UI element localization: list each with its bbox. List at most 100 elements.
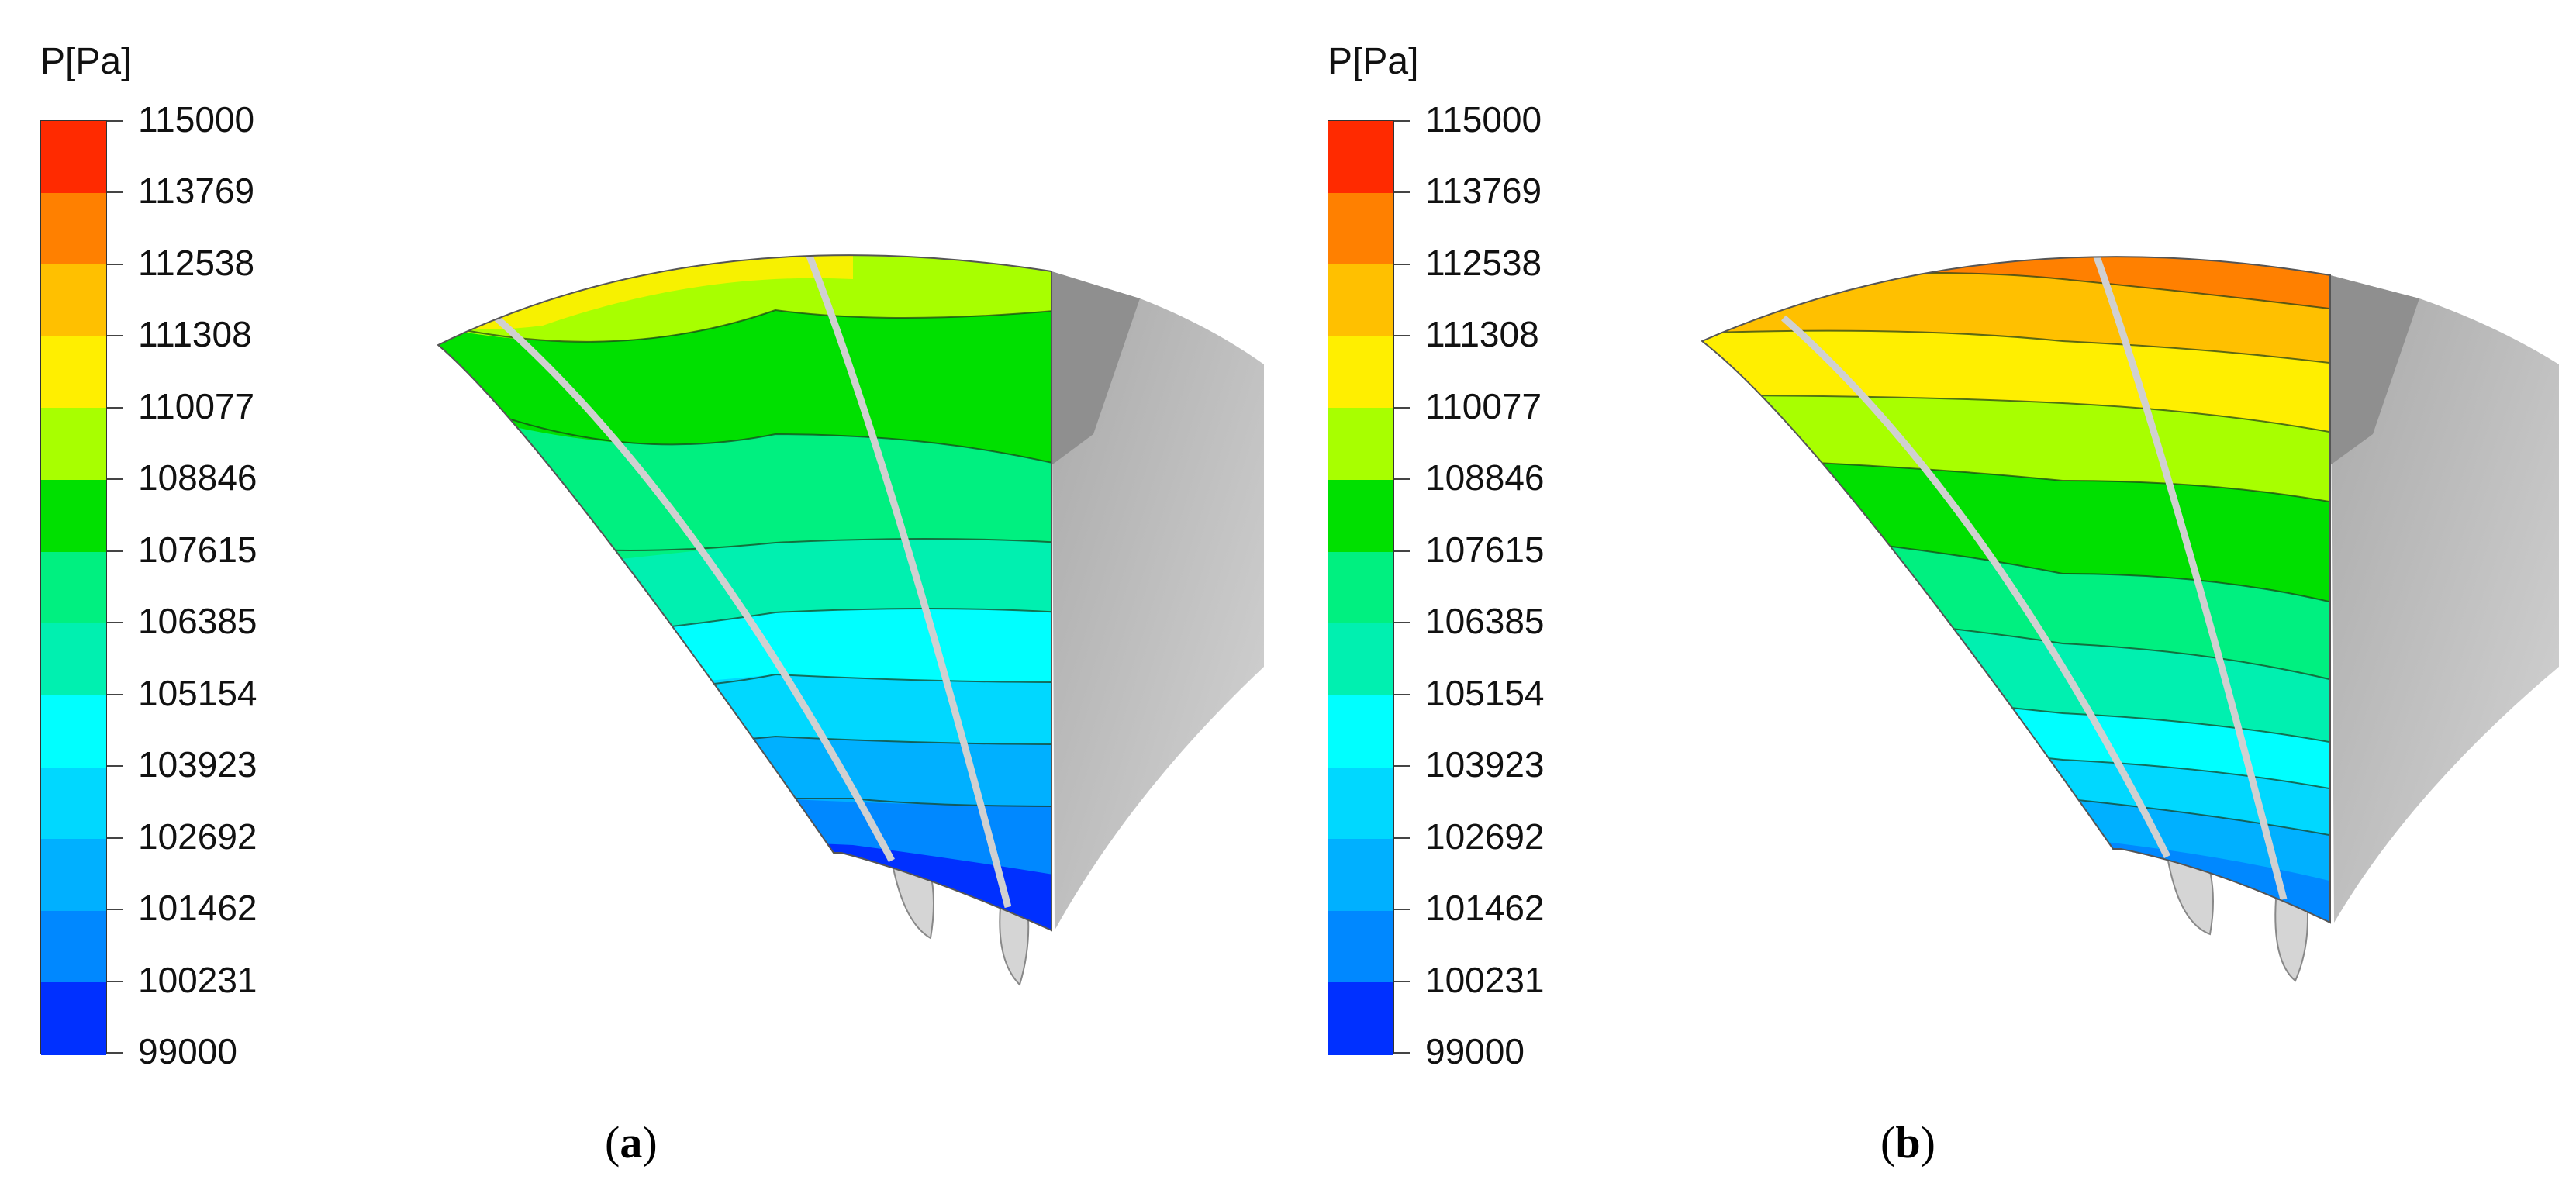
colorbar [40, 120, 107, 1055]
colorbar-tick-label: 115000 [138, 99, 255, 140]
colorbar-tick-mark [1394, 622, 1410, 624]
panel-a: P[Pa] 115000 113769 112538 111308 110077 1088… [0, 0, 1287, 1204]
colorbar-band [1328, 121, 1393, 194]
panel-b: P[Pa] 115000 113769 112538 111308 110077 1088… [1287, 0, 2576, 1204]
colorbar-tick-mark [1394, 120, 1410, 122]
blade-1 [1781, 315, 2171, 859]
colorbar-tick-label: 111308 [1425, 314, 1539, 355]
colorbar-tick-label: 105154 [1425, 672, 1545, 713]
colorbar-band [41, 839, 106, 912]
pressure-contour-plot-b [1701, 256, 2559, 982]
hub-shadow [1051, 271, 1140, 465]
colorbar-tick-label: 99000 [138, 1031, 237, 1071]
colorbar-tick-label: 108846 [1425, 457, 1545, 499]
colorbar-tick-label: 107615 [138, 529, 257, 570]
colorbar-tick-label: 108846 [138, 457, 257, 499]
caption-a: (a) [605, 1117, 658, 1168]
colorbar-tick-mark [107, 1052, 123, 1054]
caption-b: (b) [1880, 1117, 1935, 1168]
blade-tail [999, 906, 1030, 986]
colorbar-band [1328, 839, 1393, 912]
colorbar-tick-label: 112538 [1425, 242, 1542, 283]
colorbar-tick-mark [107, 335, 123, 337]
colorbar-tick-mark [107, 622, 123, 624]
colorbar-tick-mark [107, 837, 123, 839]
blade-tail [2166, 856, 2214, 936]
colorbar-tick-label: 107615 [1425, 529, 1545, 570]
blade-tail [2274, 899, 2308, 982]
colorbar-tick-label: 115000 [1425, 99, 1542, 140]
colorbar-tick-mark [107, 980, 123, 982]
colorbar-band [1328, 480, 1393, 553]
colorbar-band [1328, 336, 1393, 409]
hub-shadow [2330, 275, 2419, 465]
colorbar-band [41, 121, 106, 194]
colorbar-tick-mark [107, 693, 123, 695]
colorbar-band [41, 408, 106, 481]
colorbar-tick-mark [107, 765, 123, 768]
colorbar-tick-label: 106385 [138, 601, 257, 642]
colorbar-tick-mark [107, 120, 123, 122]
colorbar-tick-mark [1394, 406, 1410, 409]
colorbar-band [1328, 192, 1393, 266]
colorbar-tick-mark [107, 550, 123, 552]
colorbar-tick-label: 105154 [138, 672, 257, 713]
colorbar-tick-mark [107, 406, 123, 409]
colorbar-tick-mark [107, 263, 123, 265]
colorbar-tick-mark [1394, 1052, 1410, 1054]
colorbar-band [1328, 408, 1393, 481]
colorbar-tick-label: 112538 [138, 242, 255, 283]
colorbar-tick-label: 100231 [138, 959, 257, 1000]
colorbar-tick-label: 110077 [1425, 385, 1542, 426]
colorbar-band [41, 982, 106, 1055]
colorbar-band [1328, 695, 1393, 768]
colorbar-band [1328, 551, 1393, 625]
colorbar-tick-mark [1394, 478, 1410, 481]
colorbar-band [1328, 623, 1393, 696]
colorbar-tick-mark [1394, 980, 1410, 982]
colorbar-band [1328, 767, 1393, 840]
hub-surface [1051, 271, 1264, 930]
colorbar-tick-label: 99000 [1425, 1031, 1525, 1071]
colorbar-tick-label: 106385 [1425, 601, 1545, 642]
colorbar-tick-label: 103923 [138, 744, 257, 785]
colorbar-band [41, 192, 106, 266]
colorbar-tick-label: 100231 [1425, 959, 1545, 1000]
colorbar-tick-mark [1394, 335, 1410, 337]
legend-title: P[Pa] [1328, 41, 1419, 82]
colorbar-tick-label: 113769 [1425, 171, 1542, 212]
colorbar-tick-mark [1394, 550, 1410, 552]
colorbar-tick-label: 101462 [138, 888, 257, 929]
colorbar-band [1328, 910, 1393, 984]
colorbar-tick-mark [107, 909, 123, 911]
blade-2 [803, 255, 1012, 909]
colorbar-tick-label: 102692 [1425, 816, 1545, 857]
colorbar-tick-mark [107, 191, 123, 194]
colorbar-band [1328, 982, 1393, 1055]
colorbar-tick-mark [1394, 909, 1410, 911]
pressure-contour-plot-a [437, 254, 1264, 986]
colorbar-tick-mark [1394, 263, 1410, 265]
colorbar [1328, 120, 1394, 1055]
colorbar-band [41, 480, 106, 553]
colorbar-tick-label: 113769 [138, 171, 255, 212]
colorbar-band [41, 910, 106, 984]
colorbar-band [41, 551, 106, 625]
colorbar-tick-mark [1394, 765, 1410, 768]
colorbar-tick-mark [1394, 191, 1410, 194]
blade-2 [2090, 257, 2288, 901]
colorbar-tick-label: 101462 [1425, 888, 1545, 929]
colorbar-tick-label: 111308 [138, 314, 252, 355]
colorbar-band [1328, 264, 1393, 337]
blade-1 [494, 315, 895, 863]
colorbar-band [41, 336, 106, 409]
colorbar-band [41, 767, 106, 840]
colorbar-tick-label: 103923 [1425, 744, 1545, 785]
colorbar-band [41, 264, 106, 337]
colorbar-tick-mark [107, 478, 123, 481]
legend-title: P[Pa] [40, 41, 132, 82]
colorbar-tick-mark [1394, 693, 1410, 695]
colorbar-tick-label: 110077 [138, 385, 255, 426]
colorbar-band [41, 623, 106, 696]
contour-bands-b [1702, 257, 2330, 923]
